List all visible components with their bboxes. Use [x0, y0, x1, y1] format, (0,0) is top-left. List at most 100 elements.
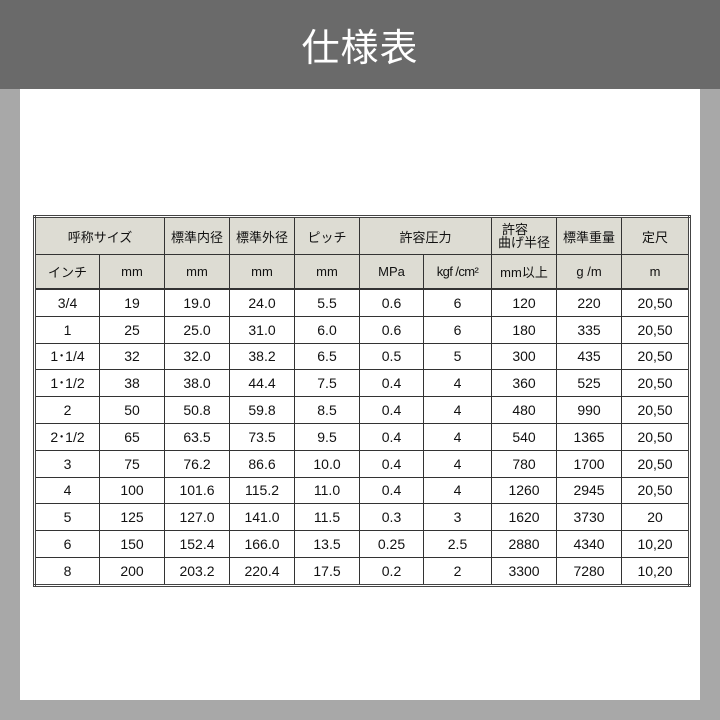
- table-cell: 2945: [556, 476, 623, 505]
- table-cell: 1365: [556, 422, 623, 451]
- table-cell: 8.5: [294, 396, 360, 424]
- table-cell: 1260: [491, 476, 558, 505]
- table-cell: 0.4: [359, 396, 424, 424]
- unit-header: MPa: [359, 254, 424, 290]
- table-cell: 2: [34, 396, 100, 424]
- table-cell: 4340: [556, 530, 623, 558]
- table-cell: 6: [34, 530, 100, 558]
- table-cell: 24.0: [229, 288, 295, 317]
- table-cell: 6.0: [294, 315, 360, 344]
- table-cell: 335: [556, 315, 623, 344]
- unit-header: g /m: [556, 254, 623, 290]
- table-row: 2 50 50.8 59.8 8.5 0.4 4 480 990 20,50: [34, 396, 691, 424]
- table-cell: 1･1/4: [34, 342, 100, 371]
- table-cell: 25.0: [164, 315, 230, 344]
- title-bar: 仕様表: [0, 0, 720, 89]
- table-cell: 0.3: [359, 503, 424, 532]
- table-cell: 203.2: [164, 556, 230, 586]
- content-panel: 呼称サイズ 標準内径 標準外径 ピッチ 許容圧力 許容 曲げ半径 標準重量 定尺 インチ mm mm m…: [20, 89, 700, 700]
- table-cell: 525: [556, 369, 623, 398]
- unit-header: mm以上: [491, 254, 558, 290]
- table-cell: 2･1/2: [34, 422, 100, 451]
- table-cell: 65: [99, 422, 165, 451]
- table-cell: 1700: [556, 449, 623, 478]
- table-cell: 0.4: [359, 476, 424, 505]
- table-cell: 7.5: [294, 369, 360, 398]
- column-group-header: ピッチ: [294, 216, 360, 255]
- table-cell: 76.2: [164, 449, 230, 478]
- table-cell: 20,50: [621, 422, 691, 451]
- unit-header: mm: [164, 254, 230, 290]
- table-cell: 152.4: [164, 530, 230, 558]
- table-cell: 5: [422, 342, 493, 371]
- table-cell: 63.5: [164, 422, 230, 451]
- table-row: 1･1/4 32 32.0 38.2 6.5 0.5 5 300 435 20,50: [34, 342, 691, 371]
- unit-header: mm: [229, 254, 295, 290]
- table-cell: 4: [422, 476, 493, 505]
- table-cell: 6: [422, 315, 493, 344]
- table-cell: 86.6: [229, 449, 295, 478]
- column-group-header: 標準内径: [164, 216, 230, 255]
- table-cell: 3730: [556, 503, 623, 532]
- table-cell: 10,20: [621, 530, 691, 558]
- table-cell: 127.0: [164, 503, 230, 532]
- table-cell: 4: [422, 396, 493, 424]
- spec-table: 呼称サイズ 標準内径 標準外径 ピッチ 許容圧力 許容 曲げ半径 標準重量 定尺 インチ mm mm m…: [33, 215, 692, 587]
- table-cell: 0.2: [359, 556, 424, 586]
- table-row: 2･1/2 65 63.5 73.5 9.5 0.4 4 540 1365 20,50: [34, 422, 691, 451]
- table-cell: 5: [34, 503, 100, 532]
- table-cell: 0.4: [359, 369, 424, 398]
- table-cell: 31.0: [229, 315, 295, 344]
- table-cell: 220: [556, 288, 623, 317]
- page-title: 仕様表: [301, 26, 419, 70]
- table-row: 1 25 25.0 31.0 6.0 0.6 6 180 335 20,50: [34, 315, 691, 344]
- table-cell: 38.2: [229, 342, 295, 371]
- table-cell: 19.0: [164, 288, 230, 317]
- table-cell: 19: [99, 288, 165, 317]
- table-cell: 44.4: [229, 369, 295, 398]
- table-row: 8 200 203.2 220.4 17.5 0.2 2 3300 7280 10,20: [34, 556, 691, 586]
- table-cell: 3300: [491, 556, 558, 586]
- table-cell: 4: [34, 476, 100, 505]
- table-cell: 220.4: [229, 556, 295, 586]
- table-cell: 125: [99, 503, 165, 532]
- unit-header: mm: [294, 254, 360, 290]
- table-cell: 780: [491, 449, 558, 478]
- table-cell: 9.5: [294, 422, 360, 451]
- table-cell: 20,50: [621, 288, 691, 317]
- table-row: 6 150 152.4 166.0 13.5 0.25 2.5 2880 4340 10,20: [34, 530, 691, 558]
- table-cell: 200: [99, 556, 165, 586]
- table-cell: 141.0: [229, 503, 295, 532]
- table-row: 3 75 76.2 86.6 10.0 0.4 4 780 1700 20,50: [34, 449, 691, 478]
- unit-header: インチ: [34, 254, 100, 290]
- table-cell: 120: [491, 288, 558, 317]
- header-row-1: 呼称サイズ 標準内径 標準外径 ピッチ 許容圧力 許容 曲げ半径 標準重量 定尺: [34, 216, 691, 255]
- table-cell: 1･1/2: [34, 369, 100, 398]
- table-cell: 20,50: [621, 369, 691, 398]
- table-cell: 0.25: [359, 530, 424, 558]
- table-cell: 59.8: [229, 396, 295, 424]
- table-cell: 150: [99, 530, 165, 558]
- table-cell: 6: [422, 288, 493, 317]
- column-group-header: 許容 曲げ半径: [491, 216, 558, 255]
- table-row: 1･1/2 38 38.0 44.4 7.5 0.4 4 360 525 20,50: [34, 369, 691, 398]
- table-cell: 4: [422, 449, 493, 478]
- table-cell: 11.0: [294, 476, 360, 505]
- table-cell: 115.2: [229, 476, 295, 505]
- column-group-header: 呼称サイズ: [34, 216, 165, 255]
- table-cell: 300: [491, 342, 558, 371]
- column-group-header: 許容圧力: [358, 216, 493, 255]
- table-cell: 0.6: [359, 288, 424, 317]
- table-cell: 38: [99, 369, 165, 398]
- table-cell: 2880: [491, 530, 558, 558]
- table-cell: 0.6: [359, 315, 424, 344]
- table-cell: 990: [556, 396, 623, 424]
- column-group-header: 標準外径: [229, 216, 295, 255]
- table-row: 4 100 101.6 115.2 11.0 0.4 4 1260 2945 20,50: [34, 476, 691, 505]
- table-cell: 3: [34, 449, 100, 478]
- table-cell: 1620: [491, 503, 558, 532]
- table-cell: 8: [34, 556, 100, 586]
- table-cell: 4: [422, 422, 493, 451]
- table-cell: 20,50: [621, 396, 691, 424]
- table-cell: 100: [99, 476, 165, 505]
